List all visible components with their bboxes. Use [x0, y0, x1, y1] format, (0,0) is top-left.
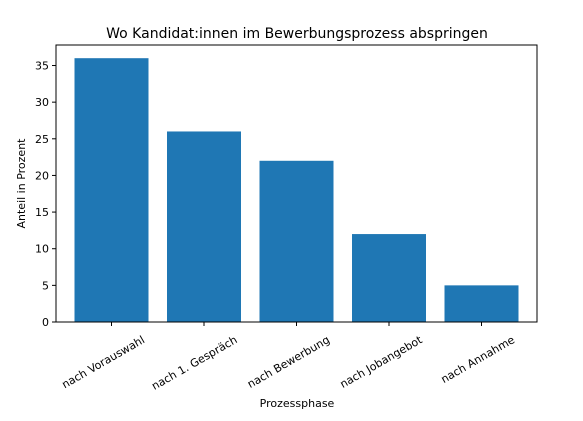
- y-tick-label-20: 20: [35, 169, 49, 182]
- y-tick-label-25: 25: [35, 133, 49, 146]
- bar-5: [444, 285, 519, 322]
- y-tick-label-15: 15: [35, 206, 49, 219]
- x-tick-label-2: nach 1. Gespräch: [149, 333, 239, 393]
- y-tick-label-10: 10: [35, 243, 49, 256]
- y-tick-label-30: 30: [35, 96, 49, 109]
- bar-4: [352, 234, 426, 322]
- bar-2: [167, 131, 241, 322]
- y-axis-label: Anteil in Prozent: [15, 138, 28, 229]
- x-tick-label-1: nach Vorauswahl: [60, 333, 147, 391]
- bar-1: [74, 58, 149, 322]
- y-tick-label-35: 35: [35, 60, 49, 73]
- chart-title: Wo Kandidat:innen im Bewerbungsprozess a…: [106, 26, 488, 42]
- x-tick-label-4: nach Jobangebot: [338, 333, 425, 391]
- y-tick-label-0: 0: [42, 316, 49, 329]
- x-tick-label-5: nach Annahme: [439, 333, 517, 386]
- y-tick-label-5: 5: [42, 279, 49, 292]
- plot-area: [74, 58, 519, 322]
- x-tick-label-3: nach Bewerbung: [245, 333, 332, 391]
- bar-3: [259, 160, 334, 322]
- x-axis-label: Prozessphase: [260, 397, 335, 410]
